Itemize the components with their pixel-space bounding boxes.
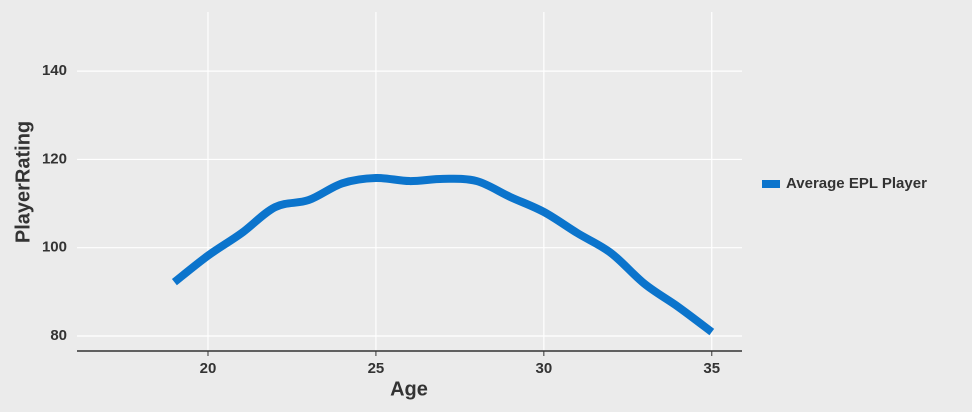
y-tick-label: 140 [42,62,67,79]
y-tick-label: 100 [42,239,67,256]
legend-label: Average EPL Player [786,175,927,192]
x-tick-label: 25 [368,360,385,377]
x-axis-title: Age [390,378,428,400]
y-axis-title: PlayerRating [12,121,34,243]
y-tick-label: 120 [42,150,67,167]
x-tick-label: 35 [703,360,720,377]
x-tick-label: 20 [200,360,217,377]
y-tick-label: 80 [50,327,67,344]
x-tick-label: 30 [535,360,552,377]
line [171,173,715,336]
